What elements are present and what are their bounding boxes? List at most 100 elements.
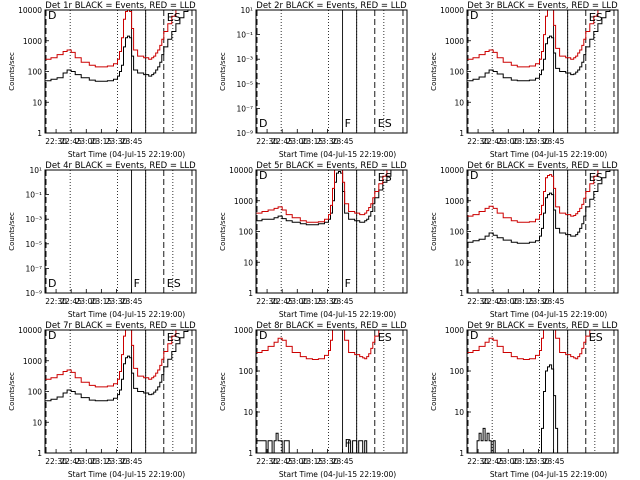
x-tick-label: 23:45 [543,457,565,466]
y-tick-label: 10 [454,98,464,107]
x-tick-label: 23:45 [543,297,565,306]
x-axis-label: Start Time (04-Jul-15 22:19:00) [490,150,607,159]
y-tick-label: 10⁻³ [25,215,42,224]
detector-panel: Det 6r BLACK = Events, RED = LLD Counts/s… [430,161,619,319]
panel-title: Det 9r BLACK = Events, RED = LLD [467,321,618,331]
plot-frame [44,9,197,134]
y-tick-label: 100 [239,367,254,376]
series-black-events [45,330,189,402]
series-red-lld [256,170,392,223]
x-tick-label: 23:15 [513,457,535,466]
x-tick-label: 23:45 [332,137,354,146]
x-tick-label: 23:15 [513,297,535,306]
x-tick-label: 23:15 [513,137,535,146]
y-tick-label: 10¹ [29,166,42,175]
y-tick-label: 100 [239,228,254,237]
y-tick-label: 1 [459,129,464,138]
y-tick-label: 10⁻¹ [236,31,253,40]
y-tick-label: 1000 [234,326,253,335]
y-tick-label: 1 [459,289,464,298]
x-tick-label: 23:00 [497,297,519,306]
event-marker-label: D [470,329,478,342]
x-axis-label: Start Time (04-Jul-15 22:19:00) [490,310,607,319]
x-tick-label: 23:15 [302,137,324,146]
plot-frame [255,329,408,454]
detector-panel: Det 4r BLACK = Events, RED = LLD Counts/s… [8,161,197,319]
y-tick-label: 1000 [445,326,464,335]
event-marker-label: F [345,277,351,290]
x-tick-label: 23:45 [332,457,354,466]
panel-title: Det 5r BLACK = Events, RED = LLD [256,161,407,171]
x-tick-label: 22:45 [482,457,504,466]
y-tick-label: 1 [37,129,42,138]
series-red-lld [467,330,618,360]
y-tick-label: 1 [459,449,464,458]
x-tick-label: 22:45 [271,137,293,146]
x-axis-label: Start Time (04-Jul-15 22:19:00) [279,150,396,159]
plot-frame [466,169,619,294]
panel-title: Det 4r BLACK = Events, RED = LLD [45,161,196,171]
event-marker-label: ES [167,277,181,290]
x-tick-label: 23:30 [317,137,339,146]
y-tick-label: 10⁻⁹ [25,289,42,298]
x-tick-label: 23:00 [497,457,519,466]
y-tick-label: 10⁻⁵ [236,80,253,89]
series-red-lld [467,170,603,223]
panel-title: Det 1r BLACK = Events, RED = LLD [45,1,196,11]
x-tick-label: 22:45 [482,137,504,146]
y-tick-label: 100 [450,367,465,376]
y-tick-label: 10¹ [240,6,253,15]
x-tick-label: 22:45 [60,297,82,306]
panel-title: Det 3r BLACK = Events, RED = LLD [467,1,618,11]
y-tick-label: 10000 [18,6,42,15]
panel-title: Det 2r BLACK = Events, RED = LLD [256,1,407,11]
x-tick-label: 22:30 [467,297,489,306]
x-tick-label: 22:30 [45,457,67,466]
series-red-lld [467,10,603,68]
y-tick-label: 10⁻⁹ [236,129,253,138]
y-tick-label: 1 [248,289,253,298]
x-tick-label: 22:30 [467,137,489,146]
plot-frame [44,329,197,454]
x-tick-label: 23:45 [121,137,143,146]
y-tick-label: 10000 [440,6,464,15]
x-tick-label: 23:15 [302,297,324,306]
x-tick-label: 23:30 [317,297,339,306]
plot-frame [255,9,408,134]
x-tick-label: 23:30 [528,297,550,306]
x-tick-label: 23:15 [91,137,113,146]
detector-panel: Det 9r BLACK = Events, RED = LLD Counts/s… [430,321,619,479]
x-tick-label: 22:45 [271,297,293,306]
event-marker-label: D [259,329,267,342]
series-red-lld [45,10,181,68]
detector-panel: Det 7r BLACK = Events, RED = LLD Counts/s… [8,321,197,479]
detector-panel: Det 8r BLACK = Events, RED = LLD Counts/s… [219,321,408,479]
event-marker-label: D [470,169,478,182]
event-marker-label: D [259,169,267,182]
y-tick-label: 10000 [440,166,464,175]
y-tick-label: 100 [28,68,43,77]
y-tick-label: 10000 [229,166,253,175]
y-tick-label: 10⁻⁵ [25,240,42,249]
x-tick-label: 23:00 [497,137,519,146]
y-tick-label: 10⁻³ [236,55,253,64]
x-tick-label: 23:15 [302,457,324,466]
event-marker-label: ES [589,171,603,184]
y-axis-label: Counts/sec [8,52,16,91]
x-tick-label: 23:30 [317,457,339,466]
plot-frame [255,169,408,294]
y-tick-label: 1000 [445,37,464,46]
event-marker-label: ES [167,11,181,24]
x-tick-label: 22:45 [60,137,82,146]
y-tick-label: 10⁻⁷ [25,264,42,273]
x-tick-label: 22:30 [45,137,67,146]
event-marker-label: ES [378,171,392,184]
x-tick-label: 23:45 [121,297,143,306]
y-axis-label: Counts/sec [8,372,16,411]
event-marker-label: ES [378,117,392,130]
x-tick-label: 23:15 [91,457,113,466]
y-axis-label: Counts/sec [430,212,438,251]
event-marker-label: F [134,277,140,290]
event-marker-label: ES [589,331,603,344]
event-marker-label: D [48,9,56,22]
